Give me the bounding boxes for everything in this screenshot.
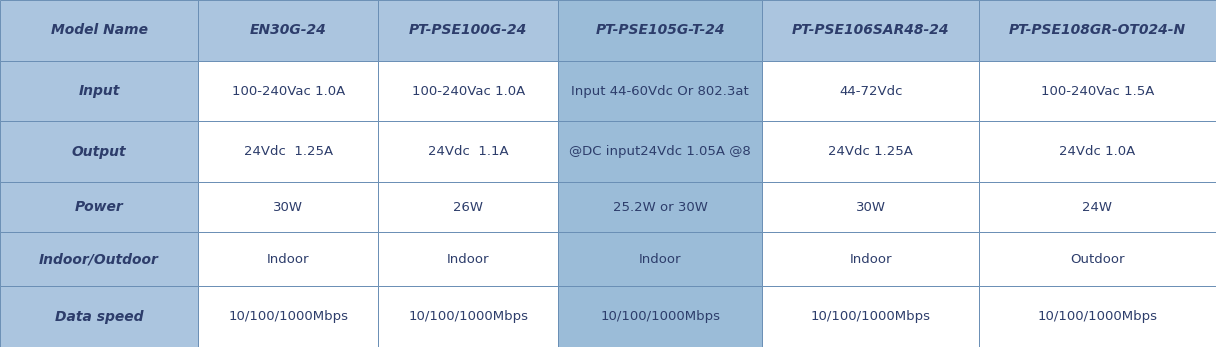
- Bar: [979, 0, 1216, 61]
- Bar: [558, 61, 762, 121]
- Text: 10/100/1000Mbps: 10/100/1000Mbps: [229, 310, 348, 323]
- Bar: [762, 286, 979, 347]
- Bar: [198, 232, 378, 286]
- Text: Data speed: Data speed: [55, 310, 143, 324]
- Text: PT-PSE106SAR48-24: PT-PSE106SAR48-24: [792, 23, 950, 37]
- Bar: [762, 232, 979, 286]
- Bar: [198, 182, 378, 232]
- Text: 10/100/1000Mbps: 10/100/1000Mbps: [409, 310, 528, 323]
- Bar: [558, 0, 762, 61]
- Bar: [378, 182, 558, 232]
- Text: 10/100/1000Mbps: 10/100/1000Mbps: [1037, 310, 1158, 323]
- Text: Indoor: Indoor: [850, 253, 891, 266]
- Bar: [378, 61, 558, 121]
- Bar: [979, 182, 1216, 232]
- Bar: [558, 182, 762, 232]
- Bar: [558, 286, 762, 347]
- Bar: [558, 121, 762, 182]
- Bar: [762, 61, 979, 121]
- Bar: [198, 121, 378, 182]
- Text: 10/100/1000Mbps: 10/100/1000Mbps: [811, 310, 930, 323]
- Bar: [198, 61, 378, 121]
- Bar: [979, 286, 1216, 347]
- Text: Input 44-60Vdc Or 802.3at: Input 44-60Vdc Or 802.3at: [572, 85, 749, 98]
- Text: Outdoor: Outdoor: [1070, 253, 1125, 266]
- Text: Model Name: Model Name: [51, 23, 147, 37]
- Text: Indoor: Indoor: [268, 253, 309, 266]
- Text: 26W: 26W: [454, 201, 483, 214]
- Bar: [378, 286, 558, 347]
- Bar: [0, 61, 198, 121]
- Text: 100-240Vac 1.5A: 100-240Vac 1.5A: [1041, 85, 1154, 98]
- Bar: [762, 121, 979, 182]
- Text: 24Vdc 1.0A: 24Vdc 1.0A: [1059, 145, 1136, 158]
- Bar: [0, 121, 198, 182]
- Bar: [762, 0, 979, 61]
- Text: 100-240Vac 1.0A: 100-240Vac 1.0A: [411, 85, 525, 98]
- Bar: [558, 232, 762, 286]
- Text: Power: Power: [74, 200, 124, 214]
- Text: 44-72Vdc: 44-72Vdc: [839, 85, 902, 98]
- Text: @DC input24Vdc 1.05A @8: @DC input24Vdc 1.05A @8: [569, 145, 751, 158]
- Text: Output: Output: [72, 145, 126, 159]
- Text: PT-PSE108GR-OT024-N: PT-PSE108GR-OT024-N: [1009, 23, 1186, 37]
- Text: Indoor/Outdoor: Indoor/Outdoor: [39, 252, 159, 266]
- Text: 10/100/1000Mbps: 10/100/1000Mbps: [601, 310, 720, 323]
- Bar: [198, 286, 378, 347]
- Bar: [0, 286, 198, 347]
- Bar: [0, 0, 198, 61]
- Bar: [979, 232, 1216, 286]
- Text: 25.2W or 30W: 25.2W or 30W: [613, 201, 708, 214]
- Bar: [378, 0, 558, 61]
- Text: 24Vdc 1.25A: 24Vdc 1.25A: [828, 145, 913, 158]
- Text: Indoor: Indoor: [447, 253, 489, 266]
- Text: Indoor: Indoor: [640, 253, 681, 266]
- Text: 24Vdc  1.1A: 24Vdc 1.1A: [428, 145, 508, 158]
- Bar: [378, 232, 558, 286]
- Bar: [0, 232, 198, 286]
- Text: PT-PSE100G-24: PT-PSE100G-24: [409, 23, 528, 37]
- Bar: [762, 182, 979, 232]
- Text: EN30G-24: EN30G-24: [249, 23, 327, 37]
- Bar: [378, 121, 558, 182]
- Text: 100-240Vac 1.0A: 100-240Vac 1.0A: [231, 85, 345, 98]
- Bar: [979, 61, 1216, 121]
- Bar: [198, 0, 378, 61]
- Text: 30W: 30W: [274, 201, 303, 214]
- Text: PT-PSE105G-T-24: PT-PSE105G-T-24: [596, 23, 725, 37]
- Bar: [979, 121, 1216, 182]
- Bar: [0, 182, 198, 232]
- Text: 24Vdc  1.25A: 24Vdc 1.25A: [243, 145, 333, 158]
- Text: 30W: 30W: [856, 201, 885, 214]
- Text: 24W: 24W: [1082, 201, 1113, 214]
- Text: Input: Input: [78, 84, 120, 98]
